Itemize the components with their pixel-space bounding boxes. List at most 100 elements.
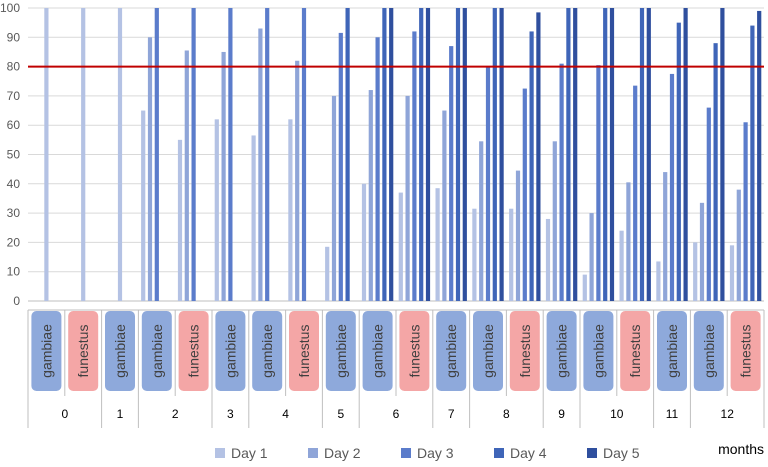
- species-label-box: [362, 311, 393, 391]
- species-label: funestus: [738, 325, 754, 378]
- bar: [141, 110, 146, 301]
- bar: [626, 182, 631, 301]
- bar: [295, 60, 300, 301]
- month-label: 12: [721, 407, 735, 421]
- legend-label: Day 4: [510, 445, 547, 461]
- bar: [405, 95, 410, 302]
- bar: [462, 8, 467, 301]
- y-tick-label: 70: [7, 89, 21, 103]
- bar: [676, 22, 681, 302]
- bar: [389, 8, 394, 301]
- legend-swatch: [308, 448, 318, 458]
- y-tick-label: 20: [7, 235, 21, 249]
- bar: [184, 50, 189, 301]
- bar: [596, 65, 601, 301]
- bar: [258, 28, 263, 301]
- bar: [449, 46, 454, 302]
- species-label: gambiae: [480, 324, 496, 378]
- species-label-box: [730, 311, 761, 391]
- bar: [757, 10, 762, 302]
- bar: [375, 37, 380, 302]
- species-label-box: [399, 311, 430, 391]
- bar: [485, 66, 491, 301]
- species-label: funestus: [406, 325, 422, 378]
- legend: Day 1 Day 2 Day 3 Day 4 Day 5: [215, 445, 640, 461]
- y-tick-label: 30: [7, 206, 21, 220]
- species-label: gambiae: [333, 324, 349, 378]
- bar: [559, 63, 564, 301]
- legend-label: Day 1: [231, 445, 268, 461]
- species-label-box: [473, 311, 503, 391]
- bar: [693, 242, 698, 301]
- bar: [619, 230, 624, 301]
- bar: [117, 8, 123, 301]
- month-label: 1: [117, 407, 124, 421]
- bar: [736, 189, 741, 301]
- bar: [603, 8, 608, 301]
- species-label-box: [325, 311, 356, 391]
- gridlines: [28, 7, 764, 302]
- bar: [529, 31, 534, 301]
- bar: [729, 245, 735, 301]
- y-tick-label: 40: [7, 177, 21, 191]
- y-tick-label: 0: [13, 294, 20, 308]
- bar: [154, 8, 159, 301]
- month-label: 6: [393, 407, 400, 421]
- bar: [419, 8, 424, 301]
- bar: [743, 122, 748, 302]
- bar: [455, 8, 461, 301]
- bar: [265, 8, 270, 301]
- species-label-box: [436, 311, 467, 391]
- bar: [338, 32, 343, 301]
- bar: [442, 110, 447, 301]
- bar: [609, 8, 615, 301]
- species-label-box: [583, 311, 614, 391]
- y-tick-label: 100: [0, 1, 20, 15]
- species-label: gambiae: [443, 324, 459, 378]
- species-label: gambiae: [38, 324, 54, 378]
- y-tick-label: 90: [7, 30, 21, 44]
- bar: [345, 8, 350, 301]
- bar: [720, 8, 725, 301]
- legend-label: Day 3: [417, 445, 454, 461]
- bar: [228, 8, 233, 301]
- bar: [582, 274, 587, 301]
- species-label: gambiae: [701, 324, 717, 378]
- species-label-box: [178, 311, 209, 391]
- bar: [81, 8, 86, 301]
- bar: [663, 172, 668, 301]
- bar: [331, 95, 337, 302]
- bar: [412, 31, 417, 301]
- bar: [699, 202, 705, 301]
- species-label-box: [105, 311, 135, 391]
- species-label-box: [141, 311, 172, 391]
- legend-swatch: [401, 448, 411, 458]
- bar: [147, 37, 153, 302]
- species-label: funestus: [186, 325, 202, 378]
- bar: [750, 25, 755, 302]
- species-label: gambiae: [222, 324, 238, 378]
- bar: [425, 8, 431, 301]
- legend-swatch: [587, 448, 597, 458]
- month-label: 3: [227, 407, 234, 421]
- bar: [656, 261, 661, 301]
- species-label: funestus: [75, 325, 91, 378]
- legend-label: Day 2: [324, 445, 361, 461]
- species-label-box: [289, 311, 319, 391]
- species-label-box: [620, 311, 651, 391]
- y-tick-label: 50: [7, 148, 21, 162]
- species-label-box: [68, 311, 99, 391]
- bar: [573, 8, 578, 301]
- species-label-box: [215, 311, 246, 391]
- month-label: 5: [337, 407, 344, 421]
- y-tick-label: 60: [7, 118, 21, 132]
- bar: [251, 135, 256, 301]
- bar: [398, 192, 403, 301]
- bar: [522, 88, 527, 301]
- bar: [552, 141, 557, 301]
- bar: [683, 8, 688, 301]
- month-label: 11: [666, 407, 679, 421]
- species-label: gambiae: [259, 324, 275, 378]
- month-label: 9: [558, 407, 565, 421]
- month-label: 4: [282, 407, 289, 421]
